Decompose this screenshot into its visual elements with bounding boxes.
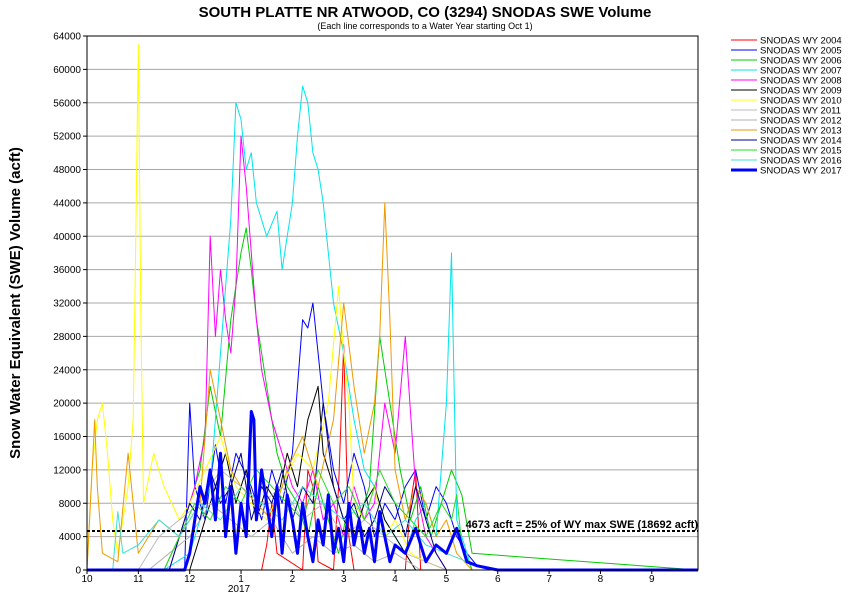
series-line [87, 135, 698, 571]
series-line [87, 85, 698, 571]
gridlines [87, 35, 698, 570]
year-label: 2017 [228, 584, 251, 595]
legend-entry: SNODAS WY 2013 [760, 126, 842, 137]
legend-entry: SNODAS WY 2010 [760, 96, 842, 107]
y-tick-label: 8000 [59, 499, 82, 510]
x-tick-label: 4 [392, 574, 398, 585]
legend-entry: SNODAS WY 2007 [760, 66, 842, 77]
x-tick-label: 11 [133, 574, 144, 585]
y-tick-label: 36000 [53, 265, 81, 276]
legend-entry: SNODAS WY 2009 [760, 86, 842, 97]
x-tick-label: 6 [495, 574, 501, 585]
y-tick-label: 4000 [59, 532, 82, 543]
x-tick-label: 3 [341, 574, 347, 585]
x-tick-label: 12 [184, 574, 196, 585]
legend-entry: SNODAS WY 2016 [760, 156, 842, 167]
y-tick-label: 48000 [53, 165, 81, 176]
y-tick-label: 44000 [53, 198, 81, 209]
axes: 0 4000 8000 12000 16000 20000 24000 28000 32000 3… [53, 32, 699, 585]
y-tick-label: 64000 [53, 32, 81, 43]
plot-frame [86, 35, 699, 571]
x-tick-label: 2 [290, 574, 296, 585]
x-tick-label: 7 [546, 574, 552, 585]
y-tick-label: 40000 [53, 232, 81, 243]
series-lines [86, 43, 699, 572]
y-tick-label: 28000 [53, 332, 81, 343]
series-line [87, 410, 698, 572]
series-line [87, 385, 698, 571]
y-tick-label: 0 [75, 566, 81, 577]
chart-subtitle: (Each line corresponds to a Water Year s… [317, 21, 532, 31]
reference-line: 4673 acft = 25% of WY max SWE (18692 acf… [87, 519, 699, 533]
y-axis-label: Snow Water Equivalent (SWE) Volume (acft… [7, 147, 24, 459]
x-tick-label: 1 [238, 574, 244, 585]
y-tick-label: 52000 [53, 132, 81, 143]
legend-entry: SNODAS WY 2015 [760, 146, 842, 157]
reference-line-label: 4673 acft = 25% of WY max SWE (18692 acf… [466, 519, 699, 531]
legend-entry: SNODAS WY 2005 [760, 46, 842, 57]
x-tick-label: 10 [81, 574, 93, 585]
legend-entry: SNODAS WY 2017 [760, 166, 842, 177]
chart-title: SOUTH PLATTE NR ATWOOD, CO (3294) SNODAS… [199, 4, 652, 21]
series-line [86, 202, 698, 571]
y-tick-label: 24000 [53, 365, 81, 376]
legend-entry: SNODAS WY 2006 [760, 56, 842, 67]
x-tick-label: 8 [598, 574, 604, 585]
y-tick-label: 20000 [53, 399, 81, 410]
x-tick-label: 5 [444, 574, 450, 585]
legend-entry: SNODAS WY 2011 [760, 106, 841, 117]
y-tick-label: 60000 [53, 65, 81, 76]
series-line [87, 469, 698, 571]
y-tick-label: 16000 [53, 432, 81, 443]
y-tick-label: 56000 [53, 98, 81, 109]
legend-entry: SNODAS WY 2008 [760, 76, 842, 87]
legend-entry: SNODAS WY 2012 [760, 116, 842, 127]
legend-entry: SNODAS WY 2004 [760, 36, 842, 47]
y-tick-label: 32000 [53, 299, 81, 310]
legend-entry: SNODAS WY 2014 [760, 136, 842, 147]
y-tick-label: 12000 [53, 465, 81, 476]
x-tick-label: 9 [649, 574, 655, 585]
